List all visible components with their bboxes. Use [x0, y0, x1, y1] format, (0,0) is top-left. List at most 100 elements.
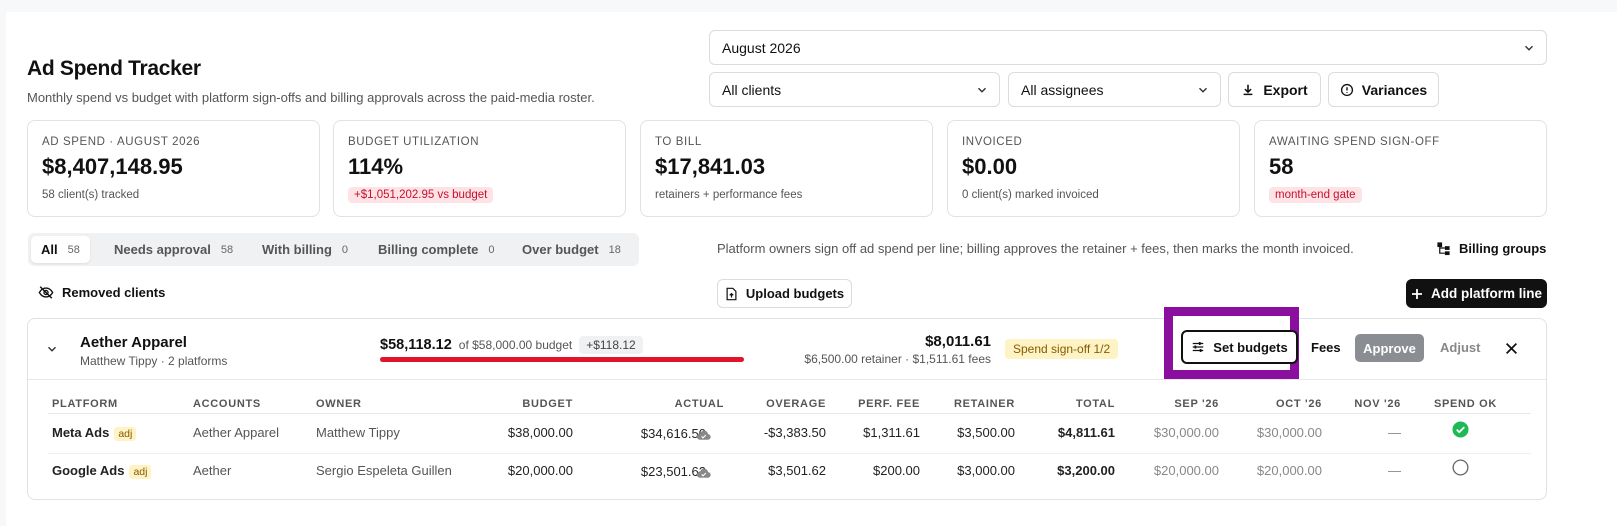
- card-value: $0.00: [962, 154, 1018, 179]
- card-label: BUDGET UTILIZATION: [348, 136, 480, 148]
- nov-cell[interactable]: —: [1388, 463, 1401, 478]
- clients-select[interactable]: All clients: [709, 72, 1000, 107]
- export-button[interactable]: Export: [1228, 72, 1321, 107]
- tab-label: With billing: [262, 242, 332, 257]
- header-divider: [48, 413, 1531, 414]
- stat-card-to-bill: TO BILL $17,841.03 retainers + performan…: [640, 120, 933, 217]
- cloud-sync-icon: [696, 430, 711, 440]
- client-name: Aether Apparel: [80, 334, 187, 351]
- tab-count: 0: [341, 243, 349, 256]
- page-title: Ad Spend Tracker: [27, 57, 201, 80]
- check-circle-icon[interactable]: [1452, 421, 1469, 438]
- budget-progress-fill: [380, 357, 744, 362]
- billing-groups-button[interactable]: Billing groups: [1436, 241, 1546, 256]
- tab-all[interactable]: All 58: [31, 236, 90, 263]
- assignees-select[interactable]: All assignees: [1008, 72, 1221, 107]
- assignees-select-value: All assignees: [1021, 81, 1104, 98]
- col-nov: NOV '26: [1354, 398, 1401, 410]
- card-value: 58: [1269, 154, 1294, 179]
- variances-button[interactable]: Variances: [1328, 72, 1439, 107]
- card-value: $8,407,148.95: [42, 154, 183, 179]
- download-icon: [1243, 84, 1253, 95]
- stat-card-awaiting-signoff: AWAITING SPEND SIGN-OFF 58 month-end gat…: [1254, 120, 1547, 217]
- stat-card-budget-utilization: BUDGET UTILIZATION 114% +$1,051,202.95 v…: [333, 120, 626, 217]
- stat-card-ad-spend: AD SPEND · AUGUST 2026 $8,407,148.95 58 …: [27, 120, 320, 217]
- budget-cell[interactable]: $20,000.00: [507, 463, 573, 478]
- tab-count: 58: [67, 243, 80, 256]
- platform-cell: Google Ads adj: [52, 463, 152, 479]
- close-icon[interactable]: [1505, 342, 1518, 355]
- tab-label: Billing complete: [378, 242, 479, 257]
- sep-cell[interactable]: $30,000.00: [1153, 425, 1219, 440]
- alert-circle-icon: [1340, 83, 1353, 96]
- set-budgets-label: Set budgets: [1213, 339, 1288, 355]
- tab-label: Over budget: [522, 242, 599, 257]
- export-label: Export: [1263, 81, 1308, 98]
- status-badge: month-end gate: [1269, 187, 1362, 203]
- cloud-sync-icon: [696, 468, 711, 478]
- removed-clients-label: Removed clients: [62, 285, 166, 300]
- add-platform-line-label: Add platform line: [1431, 286, 1542, 301]
- eye-off-icon: [38, 286, 54, 299]
- approve-button[interactable]: Approve: [1355, 334, 1424, 362]
- sep-cell[interactable]: $20,000.00: [1153, 463, 1219, 478]
- hierarchy-icon: [1437, 242, 1450, 256]
- total-cell: $4,811.61: [1057, 425, 1115, 440]
- spend-summary: $58,118.12 of $58,000.00 budget +$118.12: [380, 336, 643, 354]
- upload-budgets-button[interactable]: Upload budgets: [717, 279, 852, 308]
- nov-cell[interactable]: —: [1388, 425, 1401, 440]
- spend-of-budget: of $58,000.00 budget: [458, 338, 573, 352]
- fees-button[interactable]: Fees: [1311, 340, 1341, 355]
- tab-count: 58: [220, 243, 234, 256]
- tab-needs-approval[interactable]: Needs approval 58: [104, 236, 243, 263]
- platform-name: Google Ads: [52, 463, 125, 478]
- signoff-badge: Spend sign-off 1/2: [1005, 339, 1119, 359]
- set-budgets-button[interactable]: Set budgets: [1181, 330, 1298, 364]
- retainer-cell: $3,500.00: [957, 425, 1015, 440]
- status-badge: +$1,051,202.95 vs budget: [348, 187, 494, 203]
- page: Ad Spend Tracker Monthly spend vs budget…: [6, 12, 1617, 526]
- removed-clients-button[interactable]: Removed clients: [38, 285, 165, 300]
- budget-cell[interactable]: $38,000.00: [507, 425, 573, 440]
- col-retainer: RETAINER: [953, 398, 1015, 410]
- oct-cell[interactable]: $30,000.00: [1256, 425, 1322, 440]
- chevron-down-icon[interactable]: [45, 342, 59, 356]
- plus-icon: [1412, 288, 1422, 299]
- add-platform-line-button[interactable]: Add platform line: [1406, 279, 1547, 308]
- card-sub: 0 client(s) marked invoiced: [962, 189, 1099, 201]
- spend-total: $58,118.12: [380, 337, 452, 353]
- tab-label: All: [41, 242, 58, 257]
- client-group: Aether Apparel Matthew Tippy · 2 platfor…: [27, 307, 1547, 500]
- group-total: $8,011.61: [925, 333, 991, 350]
- tab-billing-complete[interactable]: Billing complete 0: [368, 236, 505, 263]
- overage-cell: -$3,383.50: [763, 425, 826, 440]
- workflow-info-text: Platform owners sign off ad spend per li…: [717, 241, 1354, 256]
- unchecked-circle-icon[interactable]: [1452, 459, 1469, 476]
- adjust-button[interactable]: Adjust: [1440, 340, 1481, 355]
- row-divider: [48, 453, 1531, 454]
- tab-over-budget[interactable]: Over budget 18: [512, 236, 631, 263]
- card-value: $17,841.03: [655, 154, 766, 179]
- card-sub: retainers + performance fees: [655, 189, 803, 201]
- total-cell: $3,200.00: [1057, 463, 1115, 478]
- adj-badge: adj: [129, 465, 152, 479]
- overage-cell: $3,501.62: [768, 463, 826, 478]
- tab-with-billing[interactable]: With billing 0: [252, 236, 358, 263]
- col-platform: PLATFORM: [52, 398, 118, 410]
- oct-cell[interactable]: $20,000.00: [1256, 463, 1322, 478]
- variances-label: Variances: [1361, 81, 1428, 98]
- page-subtitle: Monthly spend vs budget with platform si…: [27, 90, 595, 105]
- col-overage: OVERAGE: [766, 398, 826, 410]
- card-label: TO BILL: [655, 136, 702, 148]
- month-select-value: August 2026: [722, 39, 801, 56]
- billing-groups-label: Billing groups: [1459, 241, 1547, 256]
- perf-fee-cell: $1,311.61: [863, 425, 920, 440]
- card-value: 114%: [348, 154, 404, 179]
- filter-tabs: All 58 Needs approval 58 With billing 0 Bil…: [28, 233, 639, 266]
- col-sep: SEP '26: [1174, 398, 1219, 410]
- group-total-breakdown: $6,500.00 retainer · $1,511.61 fees: [804, 352, 991, 366]
- card-label: AD SPEND · AUGUST 2026: [42, 136, 201, 148]
- perf-fee-cell: $200.00: [873, 463, 920, 478]
- client-meta: Matthew Tippy · 2 platforms: [80, 354, 228, 368]
- month-select[interactable]: August 2026: [709, 30, 1547, 65]
